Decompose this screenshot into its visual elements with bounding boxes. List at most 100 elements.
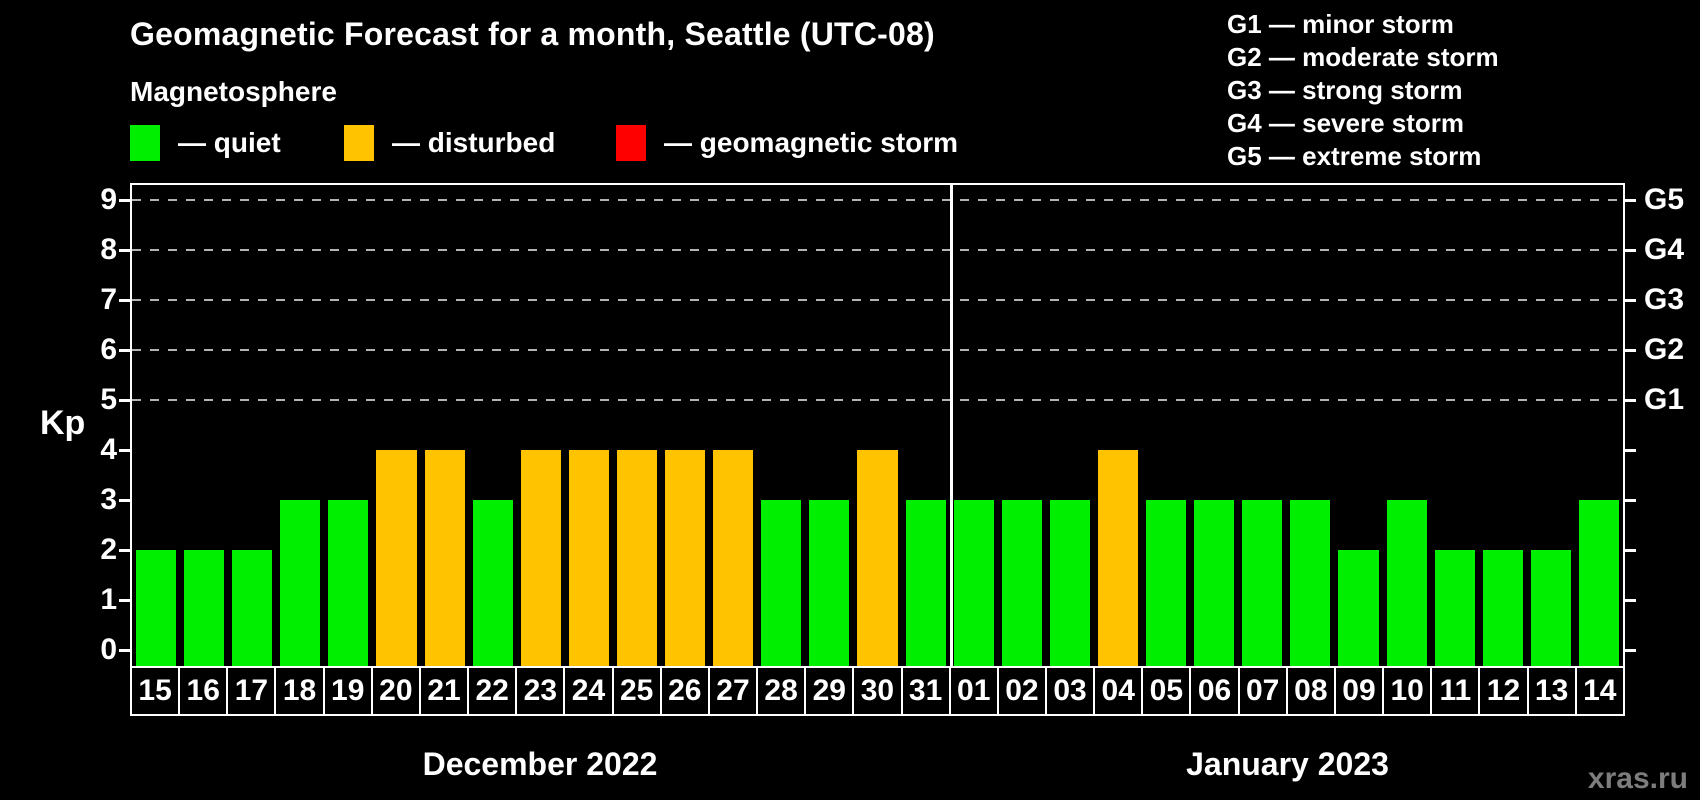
month-label-december: December 2022 [422,746,658,782]
date-cell-02: 02 [996,668,1045,714]
kp-bar-january-06 [1194,500,1235,666]
right-tick-2 [1625,549,1636,552]
kp-bar-december-22 [472,500,513,666]
y-axis-title: Kp [40,404,86,442]
y-tick-4 [119,449,130,452]
date-cell-05: 05 [1141,668,1189,714]
y-tick-8 [119,249,130,252]
date-cell-21: 21 [418,668,467,714]
legend-label-storm: — geomagnetic storm [664,127,959,158]
date-cell-25: 25 [611,668,660,714]
kp-bar-january-08 [1290,500,1331,666]
right-tick-1 [1625,599,1636,602]
storm-legend-line-3: G3 — strong storm [1227,75,1463,105]
storm-scale-legend: G1 — minor storm G2 — moderate storm G3 — … [1227,8,1499,173]
y-tick-label-8: 8 [100,233,117,266]
kp-bar-december-28 [761,500,802,666]
date-cell-13: 13 [1526,668,1575,714]
kp-bar-december-30 [857,450,898,666]
y-tick-0 [119,649,130,652]
storm-level-label-g3: G3 [1644,283,1685,316]
y-tick-label-0: 0 [100,633,117,666]
storm-swatch-icon [616,125,646,161]
storm-legend-line-1: G1 — minor storm [1227,9,1454,39]
kp-bar-december-24 [568,450,609,666]
month-divider-line [950,185,953,666]
legend-label-quiet: — quiet [178,127,281,158]
date-cell-07: 07 [1237,668,1286,714]
kp-bar-december-25 [616,450,658,666]
right-tick-3 [1625,499,1636,502]
date-cell-17: 17 [226,668,274,714]
legend-label-disturbed: — disturbed [392,127,556,158]
kp-bar-december-20 [376,450,417,666]
kp-bar-december-29 [809,500,850,666]
kp-bar-january-04 [1097,450,1139,666]
date-cell-11: 11 [1430,668,1478,714]
kp-bar-january-12 [1482,550,1523,666]
y-tick-7 [119,299,130,302]
y-tick-label-5: 5 [100,383,117,416]
gridline-kp-9 [132,199,1623,201]
disturbed-swatch-icon [344,125,374,161]
quiet-swatch-icon [130,125,160,161]
magnetosphere-label: Magnetosphere [130,76,337,107]
date-cell-08: 08 [1285,668,1334,714]
kp-bar-january-01 [953,500,994,666]
gridline-kp-5 [132,399,1623,401]
date-cell-04: 04 [1093,668,1141,714]
month-label-january: January 2023 [1186,746,1389,782]
date-cell-30: 30 [852,668,900,714]
date-cell-09: 09 [1333,668,1382,714]
storm-legend-line-5: G5 — extreme storm [1227,141,1482,171]
date-cell-23: 23 [515,668,563,714]
kp-bar-january-05 [1146,500,1187,666]
date-cell-06: 06 [1189,668,1237,714]
right-tick-6 [1625,349,1636,352]
y-tick-2 [119,549,130,552]
date-cell-27: 27 [707,668,756,714]
date-cell-16: 16 [178,668,226,714]
watermark: xras.ru [1587,762,1688,795]
y-tick-9 [119,199,130,202]
gridline-kp-8 [132,249,1623,251]
kp-bar-january-09 [1338,550,1379,666]
y-tick-label-9: 9 [100,183,117,216]
date-cell-14: 14 [1574,668,1623,714]
right-tick-8 [1625,249,1636,252]
gridline-kp-7 [132,299,1623,301]
right-tick-7 [1625,299,1636,302]
date-axis-row: 15 16 17 18 19 20 21 22 23 24 25 26 27 28 29 30 31 01 02 03… [130,668,1625,716]
date-cell-26: 26 [659,668,708,714]
storm-level-label-g2: G2 [1644,333,1685,366]
kp-bar-december-23 [520,450,561,666]
y-tick-label-4: 4 [100,433,117,466]
kp-bar-december-18 [280,500,321,666]
kp-bar-january-07 [1242,500,1283,666]
right-tick-9 [1625,199,1636,202]
date-cell-24: 24 [563,668,611,714]
chart-title: Geomagnetic Forecast for a month, Seattl… [130,16,935,52]
date-cell-31: 31 [900,668,949,714]
kp-bar-december-16 [184,550,225,666]
storm-legend-line-2: G2 — moderate storm [1227,42,1499,72]
right-tick-5 [1625,399,1636,402]
y-tick-5 [119,399,130,402]
y-tick-3 [119,499,130,502]
kp-bar-december-31 [905,500,946,666]
date-cell-20: 20 [370,668,419,714]
kp-bar-january-10 [1386,500,1427,666]
storm-legend-line-4: G4 — severe storm [1227,108,1465,138]
date-cell-15: 15 [138,674,172,707]
y-tick-1 [119,599,130,602]
legend-item-disturbed: — disturbed [344,124,555,162]
legend-item-quiet: — quiet [130,124,281,162]
kp-bar-december-17 [232,550,273,666]
date-cell-28: 28 [756,668,804,714]
storm-level-label-g5: G5 [1644,183,1685,216]
date-cell-10: 10 [1382,668,1430,714]
right-tick-0 [1625,649,1636,652]
storm-level-label-g1: G1 [1644,383,1685,416]
gridline-kp-6 [132,349,1623,351]
date-cell-29: 29 [804,668,852,714]
